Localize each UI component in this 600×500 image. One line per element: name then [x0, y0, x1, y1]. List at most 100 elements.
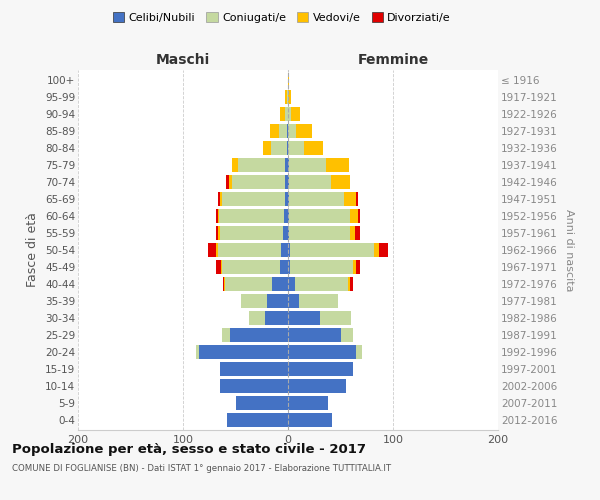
Bar	[288, 90, 291, 104]
Bar	[304, 141, 323, 155]
Bar	[288, 396, 328, 410]
Bar	[281, 243, 288, 257]
Bar	[220, 362, 288, 376]
Bar	[288, 73, 289, 87]
Bar	[222, 260, 280, 274]
Bar	[288, 362, 353, 376]
Bar	[320, 311, 351, 325]
Bar	[288, 158, 289, 172]
Bar	[287, 141, 288, 155]
Bar	[288, 345, 356, 359]
Bar	[285, 192, 288, 206]
Bar	[289, 209, 350, 223]
Bar	[288, 311, 320, 325]
Bar	[218, 243, 281, 257]
Bar	[379, 243, 388, 257]
Bar	[295, 277, 348, 291]
Bar	[353, 260, 356, 274]
Text: Popolazione per età, sesso e stato civile - 2017: Popolazione per età, sesso e stato civil…	[12, 442, 366, 456]
Bar	[348, 277, 350, 291]
Bar	[355, 226, 361, 240]
Bar	[283, 226, 288, 240]
Bar	[215, 209, 218, 223]
Bar	[285, 90, 287, 104]
Bar	[223, 277, 224, 291]
Text: Femmine: Femmine	[358, 52, 428, 66]
Bar	[218, 209, 284, 223]
Bar	[222, 328, 230, 342]
Bar	[271, 141, 287, 155]
Bar	[226, 175, 229, 189]
Bar	[344, 192, 356, 206]
Bar	[235, 396, 288, 410]
Bar	[341, 328, 353, 342]
Bar	[288, 209, 289, 223]
Bar	[232, 158, 238, 172]
Bar	[285, 107, 288, 121]
Bar	[199, 345, 288, 359]
Bar	[196, 345, 199, 359]
Text: COMUNE DI FOGLIANISE (BN) - Dati ISTAT 1° gennaio 2017 - Elaborazione TUTTITALIA: COMUNE DI FOGLIANISE (BN) - Dati ISTAT 1…	[12, 464, 391, 473]
Bar	[221, 260, 222, 274]
Bar	[272, 277, 288, 291]
Bar	[288, 413, 332, 427]
Bar	[220, 226, 283, 240]
Bar	[350, 209, 358, 223]
Bar	[249, 311, 265, 325]
Bar	[288, 124, 296, 138]
Bar	[263, 141, 271, 155]
Bar	[270, 124, 278, 138]
Bar	[299, 294, 338, 308]
Bar	[288, 141, 304, 155]
Bar	[224, 277, 225, 291]
Bar	[288, 107, 291, 121]
Bar	[288, 243, 290, 257]
Bar	[232, 175, 285, 189]
Bar	[288, 192, 289, 206]
Bar	[356, 192, 358, 206]
Bar	[215, 260, 221, 274]
Bar	[289, 226, 350, 240]
Bar	[290, 260, 353, 274]
Bar	[288, 328, 341, 342]
Bar	[289, 175, 331, 189]
Y-axis label: Anni di nascita: Anni di nascita	[564, 209, 574, 291]
Bar	[326, 158, 349, 172]
Bar	[288, 260, 290, 274]
Bar	[225, 277, 272, 291]
Bar	[289, 158, 326, 172]
Bar	[285, 175, 288, 189]
Y-axis label: Fasce di età: Fasce di età	[26, 212, 40, 288]
Bar	[280, 107, 285, 121]
Text: Maschi: Maschi	[156, 52, 210, 66]
Bar	[220, 192, 222, 206]
Bar	[265, 311, 288, 325]
Bar	[218, 192, 220, 206]
Bar	[296, 124, 312, 138]
Bar	[215, 226, 218, 240]
Bar	[285, 158, 288, 172]
Bar	[230, 328, 288, 342]
Legend: Celibi/Nubili, Coniugati/e, Vedovi/e, Divorziati/e: Celibi/Nubili, Coniugati/e, Vedovi/e, Di…	[109, 8, 455, 28]
Bar	[267, 294, 288, 308]
Bar	[288, 379, 346, 393]
Bar	[288, 294, 299, 308]
Bar	[288, 277, 295, 291]
Bar	[288, 175, 289, 189]
Bar	[287, 124, 288, 138]
Bar	[350, 226, 355, 240]
Bar	[208, 243, 215, 257]
Bar	[358, 209, 361, 223]
Bar	[238, 158, 285, 172]
Bar	[227, 413, 288, 427]
Bar	[280, 260, 288, 274]
Bar	[229, 175, 232, 189]
Bar	[220, 379, 288, 393]
Bar	[291, 107, 299, 121]
Bar	[356, 260, 361, 274]
Bar	[218, 226, 220, 240]
Bar	[350, 277, 353, 291]
Bar	[278, 124, 287, 138]
Bar	[374, 243, 379, 257]
Bar	[284, 209, 288, 223]
